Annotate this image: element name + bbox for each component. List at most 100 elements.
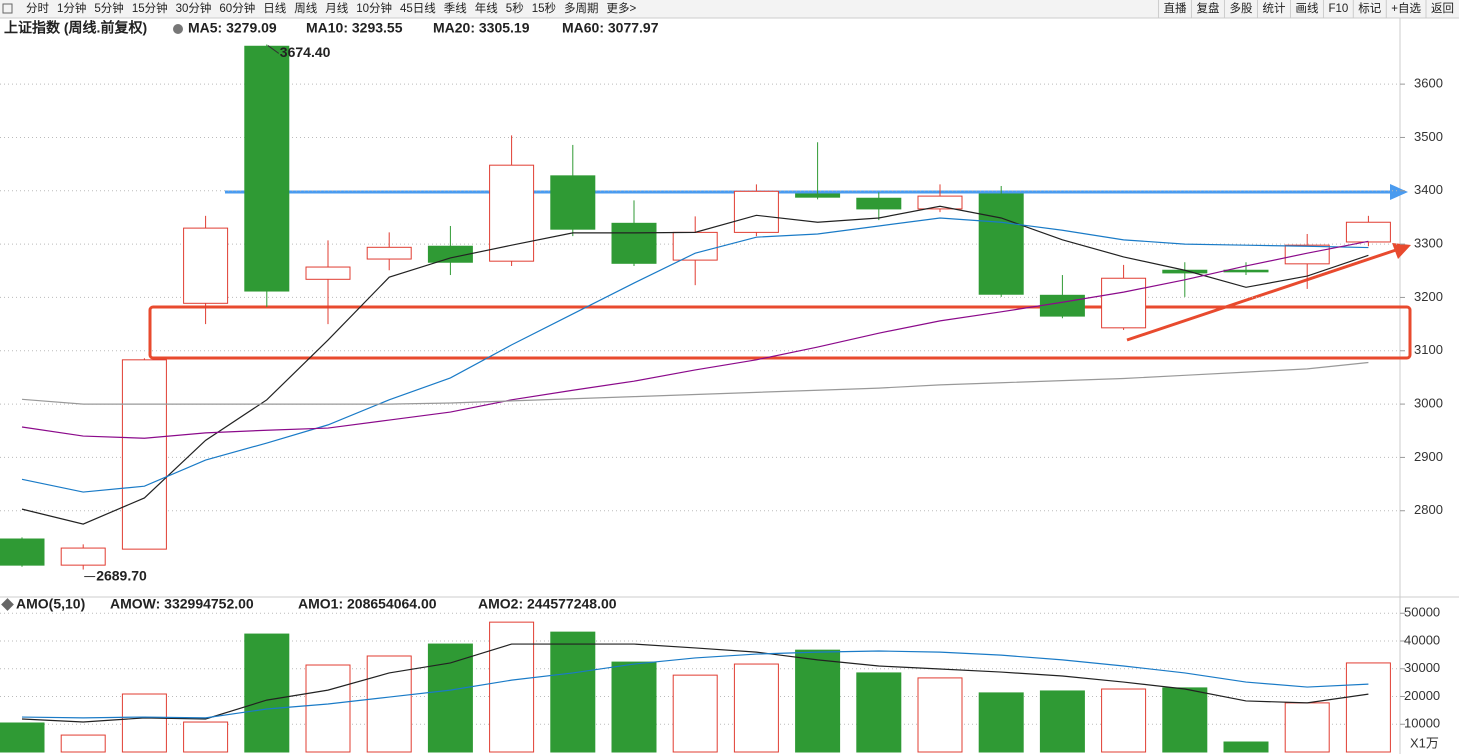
indicator-icon[interactable] (173, 24, 183, 34)
toolbar-tab[interactable]: 更多> (607, 1, 637, 15)
red-box (148, 305, 1412, 360)
candle-body (1223, 269, 1269, 273)
volume-bar (121, 693, 167, 753)
indicator-title: AMO(5,10) (16, 596, 85, 612)
volume-bar (1223, 741, 1269, 753)
unit-label: X1万 (1410, 735, 1439, 750)
toolbar-button[interactable]: 直播 (1163, 1, 1186, 15)
toolbar-button[interactable]: 多股 (1229, 1, 1252, 15)
candle-body (917, 195, 963, 210)
y-tick-label: 2800 (1414, 502, 1443, 517)
candle-body (795, 193, 841, 198)
toolbar-button[interactable]: F10 (1328, 3, 1348, 15)
y-tick-label: 3000 (1414, 396, 1443, 411)
y-tick-label: 50000 (1404, 605, 1440, 620)
legend-entry: AMOW: 332994752.00 (110, 596, 254, 612)
volume-bar (183, 721, 229, 753)
candle-body (0, 538, 45, 566)
red-arrowhead (1392, 243, 1411, 259)
volume-bar (489, 621, 535, 753)
toolbar-button[interactable]: 返回 (1431, 2, 1454, 15)
volume-bar (366, 655, 412, 753)
toolbar-tab[interactable]: 30分钟 (176, 1, 212, 15)
volume-bar (1345, 662, 1391, 753)
volume-bar (244, 633, 290, 753)
candle-body (121, 359, 167, 550)
volume-bar (0, 722, 45, 753)
candle-body (672, 231, 718, 261)
candle-body (183, 227, 229, 304)
y-tick-label: 3200 (1414, 289, 1443, 304)
candle-body (1039, 294, 1085, 317)
y-tick-label: 3100 (1414, 342, 1443, 357)
toolbar-button[interactable]: 标记 (1358, 2, 1381, 15)
candle-body (1101, 277, 1147, 329)
candle-body (611, 222, 657, 264)
toolbar-tab[interactable]: 月线 (325, 1, 348, 15)
candle-body (60, 547, 106, 566)
volume-bar (550, 631, 596, 753)
toolbar-tab[interactable]: 5分钟 (94, 1, 123, 15)
legend-entry: MA60: 3077.97 (562, 20, 659, 36)
candle-body (856, 197, 902, 210)
volume-bar (305, 664, 351, 753)
toolbar-tab[interactable]: 15分钟 (132, 1, 168, 15)
ma-line (21, 217, 1369, 493)
y-tick-label: 3600 (1414, 76, 1443, 91)
toolbar-tab[interactable]: 周线 (294, 1, 317, 15)
candle-body (733, 190, 779, 233)
candle-body (489, 164, 535, 262)
candle-body (427, 245, 473, 263)
annotation: 3674.40 (280, 44, 331, 60)
volume-bar (856, 672, 902, 753)
toolbar-button[interactable]: +自选 (1391, 2, 1421, 15)
volume-bar (1162, 687, 1208, 753)
y-tick-label: 2900 (1414, 449, 1443, 464)
toolbar-tab[interactable]: 日线 (263, 1, 286, 15)
red-arrow (1126, 248, 1397, 342)
toolbar-button[interactable]: 复盘 (1196, 1, 1219, 15)
toolbar-tab[interactable]: 5秒 (506, 1, 524, 15)
toolbar-tab[interactable]: 季线 (444, 1, 467, 15)
toolbar-tab[interactable]: 60分钟 (219, 1, 255, 15)
menu-icon[interactable] (2, 3, 13, 14)
volume-bar (611, 661, 657, 753)
legend-entry: MA10: 3293.55 (306, 20, 403, 36)
toolbar-tab[interactable]: 分时 (26, 2, 49, 15)
toolbar-tab[interactable]: 45日线 (400, 1, 436, 15)
y-tick-label: 30000 (1404, 660, 1440, 675)
toolbar-tab[interactable]: 15秒 (532, 1, 556, 15)
candle-body (244, 45, 290, 292)
ma-line (21, 361, 1369, 405)
candle-body (550, 175, 596, 230)
candle-body (1345, 221, 1391, 243)
volume-bar (795, 649, 841, 753)
y-tick-label: 3400 (1414, 182, 1443, 197)
toolbar-tab[interactable]: 10分钟 (356, 1, 392, 15)
y-tick-label: 3500 (1414, 129, 1443, 144)
toolbar-button[interactable]: 画线 (1295, 1, 1318, 15)
chart-title: 上证指数 (周线.前复权) (4, 20, 147, 36)
candle-body (1284, 244, 1330, 265)
indicator-icon[interactable] (1, 598, 14, 611)
volume-bar (1101, 688, 1147, 753)
ma-line (21, 643, 1369, 723)
volume-bar (672, 674, 718, 753)
toolbar-tab[interactable]: 多周期 (564, 1, 599, 15)
toolbar-tab[interactable]: 1分钟 (57, 1, 86, 15)
ma-line (21, 205, 1369, 525)
legend-entry: AMO1: 208654064.00 (298, 596, 437, 612)
toolbar-tab[interactable]: 年线 (475, 1, 498, 15)
volume-bar (1284, 702, 1330, 753)
y-tick-label: 40000 (1404, 632, 1440, 647)
ma-line (21, 650, 1369, 719)
y-tick-label: 10000 (1404, 716, 1440, 731)
volume-bar (733, 663, 779, 753)
candle-body (305, 266, 351, 280)
annotation: 2689.70 (96, 567, 147, 583)
legend-entry: MA20: 3305.19 (433, 20, 530, 36)
volume-bar (1039, 690, 1085, 753)
toolbar-button[interactable]: 统计 (1262, 2, 1285, 15)
ma-line (21, 240, 1369, 439)
